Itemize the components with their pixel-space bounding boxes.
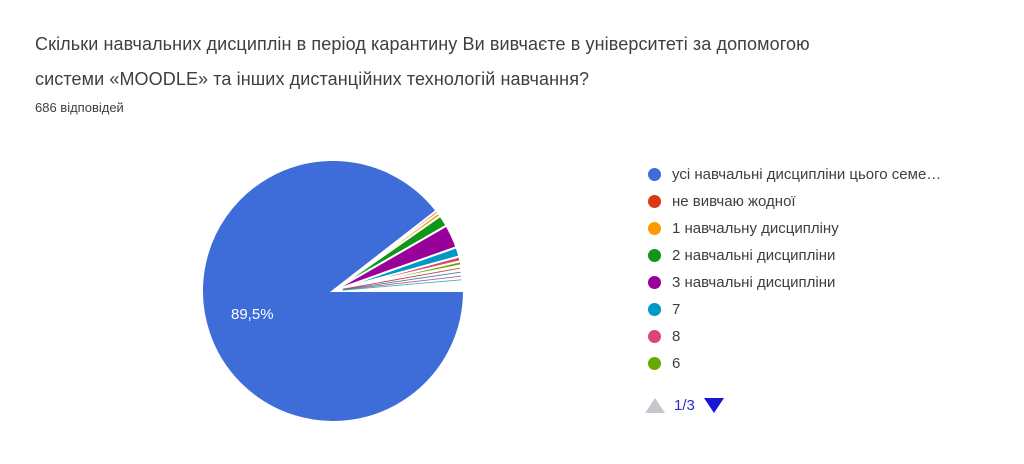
legend-item: 8 bbox=[648, 323, 941, 350]
legend-item: 7 bbox=[648, 296, 941, 323]
legend-item: 2 навчальні дисципліни bbox=[648, 242, 941, 269]
legend-item: не вивчаю жодної bbox=[648, 188, 941, 215]
legend-color-dot bbox=[648, 330, 661, 343]
legend-color-dot bbox=[648, 357, 661, 370]
legend-color-dot bbox=[648, 222, 661, 235]
pie-hairline-slice bbox=[342, 267, 461, 290]
question-title-line-1: Скільки навчальних дисциплін в період ка… bbox=[35, 34, 810, 54]
question-title: Скільки навчальних дисциплін в період ка… bbox=[35, 27, 810, 97]
legend-item-label: 1 навчальну дисципліну bbox=[672, 220, 839, 237]
legend-color-dot bbox=[648, 303, 661, 316]
pie-hairline-slice bbox=[342, 275, 462, 291]
legend-item: 6 bbox=[648, 350, 941, 377]
legend-item-label: 2 навчальні дисципліни bbox=[672, 247, 836, 264]
pie-hairline-slice bbox=[342, 271, 461, 290]
legend-item: усі навчальні дисципліни цього семе… bbox=[648, 161, 941, 188]
legend-color-dot bbox=[648, 195, 661, 208]
legend-color-dot bbox=[648, 249, 661, 262]
pager-up-icon[interactable] bbox=[645, 398, 665, 413]
legend-color-dot bbox=[648, 168, 661, 181]
legend-pager: 1/3 bbox=[645, 397, 724, 414]
legend-item-label: усі навчальні дисципліни цього семе… bbox=[672, 166, 942, 183]
chart-legend: усі навчальні дисципліни цього семе… не в… bbox=[648, 161, 941, 377]
legend-item: 3 навчальні дисципліни bbox=[648, 269, 941, 296]
pie-hairline-slice bbox=[342, 279, 462, 291]
legend-item-label: 8 bbox=[672, 328, 681, 345]
legend-color-dot bbox=[648, 276, 661, 289]
legend-item-label: 3 навчальні дисципліни bbox=[672, 274, 836, 291]
pie-slice-unlabeled-tail[interactable] bbox=[332, 264, 466, 292]
pager-down-icon[interactable] bbox=[703, 398, 724, 413]
legend-item-label: 7 bbox=[672, 301, 681, 318]
legend-item: 1 навчальну дисципліну bbox=[648, 215, 941, 242]
pie-chart bbox=[201, 159, 466, 423]
legend-item-label: не вивчаю жодної bbox=[672, 193, 796, 210]
pie-percent-label: 89,5% bbox=[231, 306, 274, 323]
question-title-line-2: системи «MOODLE» та інших дистанційних т… bbox=[35, 69, 590, 89]
legend-item-label: 6 bbox=[672, 355, 681, 372]
pager-page-indicator: 1/3 bbox=[674, 397, 695, 414]
responses-count: 686 відповідей bbox=[35, 100, 124, 115]
